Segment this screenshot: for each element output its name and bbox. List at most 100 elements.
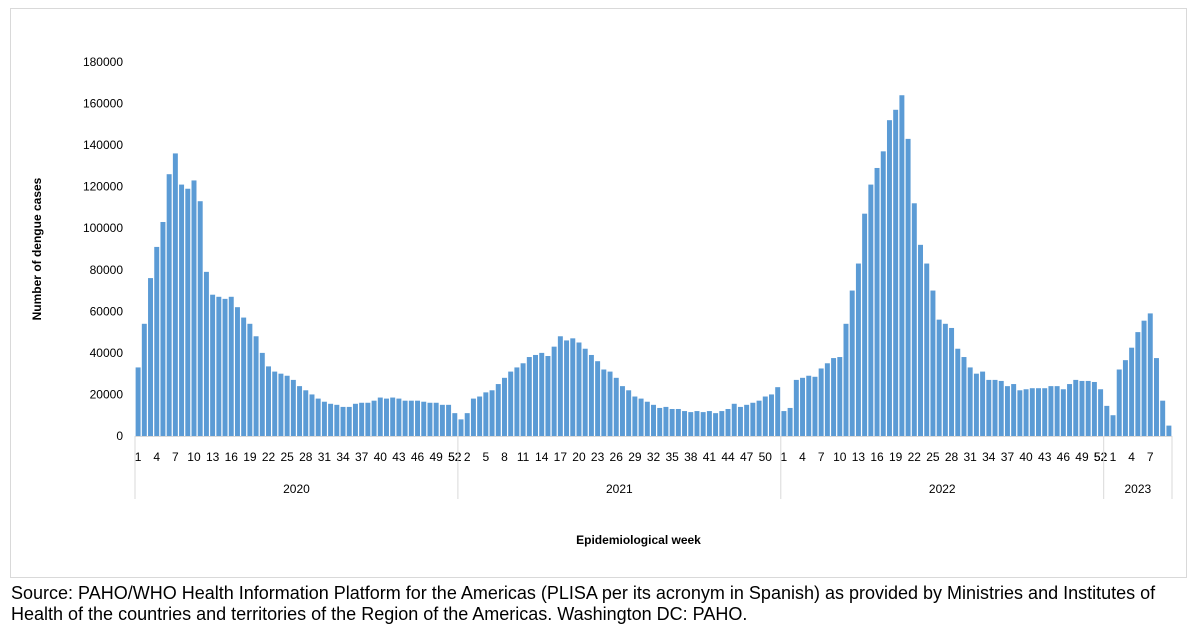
y-tick-label: 140000: [83, 138, 123, 152]
bar: [259, 352, 265, 436]
bar: [824, 363, 830, 436]
x-tick-label: 31: [964, 450, 978, 464]
bar: [1104, 405, 1110, 436]
y-tick-label: 20000: [90, 387, 124, 401]
bar: [843, 323, 849, 436]
bar: [657, 407, 663, 436]
x-tick-label: 37: [1001, 450, 1015, 464]
bar: [731, 403, 737, 436]
x-tick-label: 52: [448, 450, 462, 464]
bar: [924, 263, 930, 436]
bar: [644, 401, 650, 436]
bar: [626, 390, 632, 436]
bar: [266, 366, 271, 436]
bar: [949, 327, 955, 436]
bar: [675, 408, 681, 436]
bar: [216, 296, 222, 436]
bar: [663, 406, 669, 436]
bar: [427, 402, 433, 436]
bar: [1129, 347, 1135, 436]
bar: [384, 398, 389, 436]
year-label: 2023: [1124, 482, 1151, 496]
bar: [464, 413, 470, 436]
bar: [762, 396, 768, 436]
bar: [1073, 379, 1079, 436]
year-label: 2022: [929, 482, 956, 496]
bar: [750, 402, 756, 436]
x-tick-label: 10: [833, 450, 847, 464]
x-tick-label: 43: [1038, 450, 1052, 464]
bar: [172, 153, 178, 437]
bar: [315, 398, 321, 436]
bar: [408, 400, 414, 436]
bar: [601, 369, 607, 436]
bar: [321, 401, 327, 436]
x-tick-label: 25: [280, 450, 294, 464]
x-tick-label: 19: [243, 450, 257, 464]
x-tick-label: 47: [740, 450, 754, 464]
y-tick-label: 120000: [83, 180, 123, 194]
x-tick-label: 31: [318, 450, 332, 464]
x-tick-label: 41: [703, 450, 717, 464]
bar: [849, 290, 855, 436]
bar: [247, 323, 253, 436]
bar: [1042, 388, 1048, 436]
bar: [470, 398, 476, 436]
bar: [278, 373, 284, 436]
bar: [787, 407, 793, 436]
bar: [1160, 400, 1166, 436]
bar: [334, 404, 340, 436]
bar: [868, 184, 874, 436]
bar: [570, 338, 576, 436]
x-tick-label: 13: [206, 450, 220, 464]
bar: [973, 373, 979, 436]
x-tick-label: 49: [429, 450, 443, 464]
y-tick-label: 60000: [90, 304, 124, 318]
y-tick-label: 80000: [90, 263, 124, 277]
bar: [371, 400, 377, 436]
bar: [619, 386, 625, 436]
bar: [166, 174, 172, 436]
bar: [1147, 313, 1153, 436]
bar: [700, 412, 706, 436]
x-tick-label: 25: [926, 450, 940, 464]
bar: [1135, 332, 1141, 436]
x-tick-label: 1: [781, 450, 788, 464]
bar: [234, 307, 240, 436]
bar: [458, 419, 464, 436]
x-tick-label: 16: [870, 450, 884, 464]
x-tick-label: 4: [1128, 450, 1135, 464]
bar: [290, 379, 296, 436]
bar: [1036, 388, 1041, 436]
x-axis-label: Epidemiological week: [576, 533, 701, 547]
x-tick-label: 50: [759, 450, 773, 464]
bar: [1098, 389, 1104, 436]
x-tick-label: 22: [908, 450, 922, 464]
bar: [284, 375, 290, 436]
bar: [880, 151, 886, 436]
bar: [651, 404, 656, 436]
bar: [613, 377, 619, 436]
bar: [588, 354, 594, 436]
bar: [980, 371, 986, 436]
bar: [359, 402, 365, 436]
bar: [713, 413, 719, 436]
bar: [433, 402, 439, 436]
bar: [812, 376, 818, 436]
chart-frame: 0 20000 40000 60000 80000 100000 120000 140000 1…: [10, 8, 1187, 578]
bar: [607, 371, 613, 436]
bar: [160, 221, 166, 436]
bar: [1110, 415, 1116, 436]
source-note: Source: PAHO/WHO Health Information Plat…: [11, 583, 1156, 624]
bar: [452, 413, 458, 436]
bar: [477, 396, 483, 436]
bar: [818, 368, 824, 436]
bar: [967, 367, 973, 436]
x-tick-label: 28: [299, 450, 313, 464]
bar: [862, 213, 868, 436]
bar: [582, 348, 588, 436]
bar: [706, 411, 712, 436]
x-tick-label: 40: [374, 450, 388, 464]
bar: [545, 356, 551, 436]
bar: [1153, 358, 1159, 436]
